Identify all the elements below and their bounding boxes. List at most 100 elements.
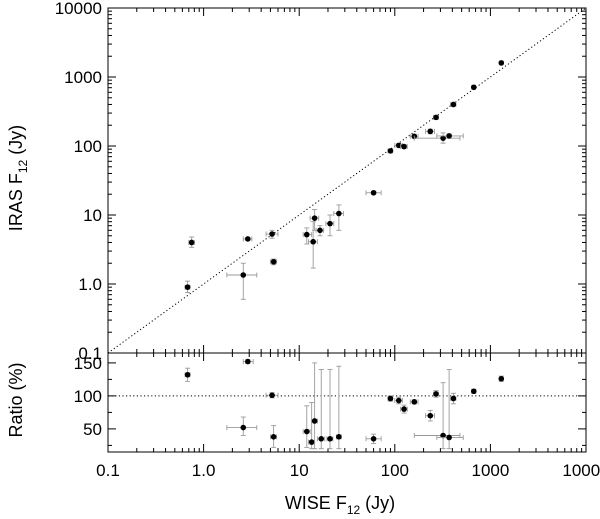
top-data-point [394,142,403,149]
bottom-data-point [335,365,342,450]
bottom-point-marker [370,436,377,442]
top-point-marker [336,210,342,217]
bottom-point-marker [427,412,434,419]
x-tick-label: 1.0 [192,461,216,480]
bottom-data-point [400,404,408,414]
bottom-point-marker [308,439,315,445]
top-data-point [425,128,435,135]
top-y-tick-label: 10 [83,206,102,225]
top-y-tick-label: 1.0 [78,275,102,294]
bottom-data-point [184,367,191,382]
bottom-point-marker [318,436,325,442]
bottom-data-point [433,390,439,398]
one-to-one-line [107,7,587,354]
top-data-point [333,204,344,231]
top-point-marker [387,148,394,154]
bottom-data-point [226,416,258,436]
top-data-point [470,84,477,91]
bottom-data-point [302,405,311,448]
top-data-point [302,227,313,245]
bottom-data-point [436,369,464,450]
top-point-marker [269,231,275,237]
top-point-marker [427,128,434,135]
x-tick-label: 100 [381,461,409,480]
bottom-point-marker [450,395,457,402]
bottom-point-marker [440,432,446,439]
top-point-marker [303,231,310,238]
top-data-point [315,225,325,237]
top-data-point [498,60,505,66]
top-data-point [265,229,279,239]
top-y-tick-label: 100 [74,137,102,156]
top-y-tick-label: 0.1 [78,344,102,363]
bottom-point-marker [498,375,505,382]
bottom-data-point [365,433,382,444]
top-data-point [188,236,195,248]
bottom-data-point [316,369,326,450]
bottom-y-tick-label: 100 [74,387,102,406]
bottom-point-marker [245,358,251,365]
bottom-point-marker [336,434,342,440]
x-axis-label: WISE F12 (Jy) [285,493,395,517]
top-point-marker [184,284,191,290]
top-point-marker [440,135,446,141]
bottom-point-marker [395,397,402,404]
top-point-marker [240,272,247,278]
top-data-point [365,189,382,196]
top-panel: 0.1 1.0 10 100 1000 10000 [55,0,587,363]
bottom-data-point [311,362,318,450]
bottom-point-marker [446,434,452,441]
bottom-point-marker [470,388,477,395]
bottom-data-point [425,409,435,422]
top-data-point [309,209,320,231]
bottom-data-point [269,425,278,448]
top-point-marker [498,60,505,66]
top-point-marker [470,84,477,91]
bottom-data-point [450,392,457,405]
x-tick-label: 10 [290,461,309,480]
top-data-point [269,258,278,266]
top-point-marker [401,143,407,150]
top-point-marker [433,114,439,121]
top-y-tick-label: 1000 [64,68,102,87]
top-point-marker [327,220,333,227]
bottom-data-point [470,388,477,395]
bottom-point-marker [387,395,394,402]
top-point-marker [317,227,323,234]
top-data-point [400,143,408,150]
top-point-marker [188,239,195,246]
top-data-point [387,148,394,154]
bottom-point-marker [411,399,418,405]
bottom-panel: 0.1 1.0 10 100 1000 10000 50 100 150 [74,352,600,480]
top-data-point [226,262,258,300]
bottom-point-marker [311,418,318,424]
top-y-axis-label: IRAS F12 (Jy) [6,125,30,231]
top-point-marker [370,189,377,196]
top-data-point [436,133,464,139]
top-data-point [433,114,439,121]
x-tick-label: 1000 [471,461,509,480]
bottom-y-axis-label: Ratio (%) [6,362,26,437]
bottom-point-marker [433,391,439,397]
bottom-data-point [387,395,394,402]
top-data-point [308,221,318,269]
bottom-point-marker [269,392,275,399]
top-point-marker [311,215,318,221]
bottom-data-point [308,402,316,450]
x-tick-label: 10000 [562,461,600,480]
top-point-marker [310,238,316,245]
bottom-data-point [242,358,254,365]
bottom-point-marker [303,428,310,435]
top-data-point [242,236,253,242]
bottom-data-point [394,396,403,405]
top-data-point [184,280,191,294]
bottom-y-tick-label: 150 [74,354,102,373]
bottom-point-marker [270,434,277,440]
top-point-marker [446,133,452,139]
bottom-data-point [265,392,279,399]
bottom-data-point [409,399,419,405]
top-point-marker [450,101,457,108]
bottom-data-point [498,375,505,382]
